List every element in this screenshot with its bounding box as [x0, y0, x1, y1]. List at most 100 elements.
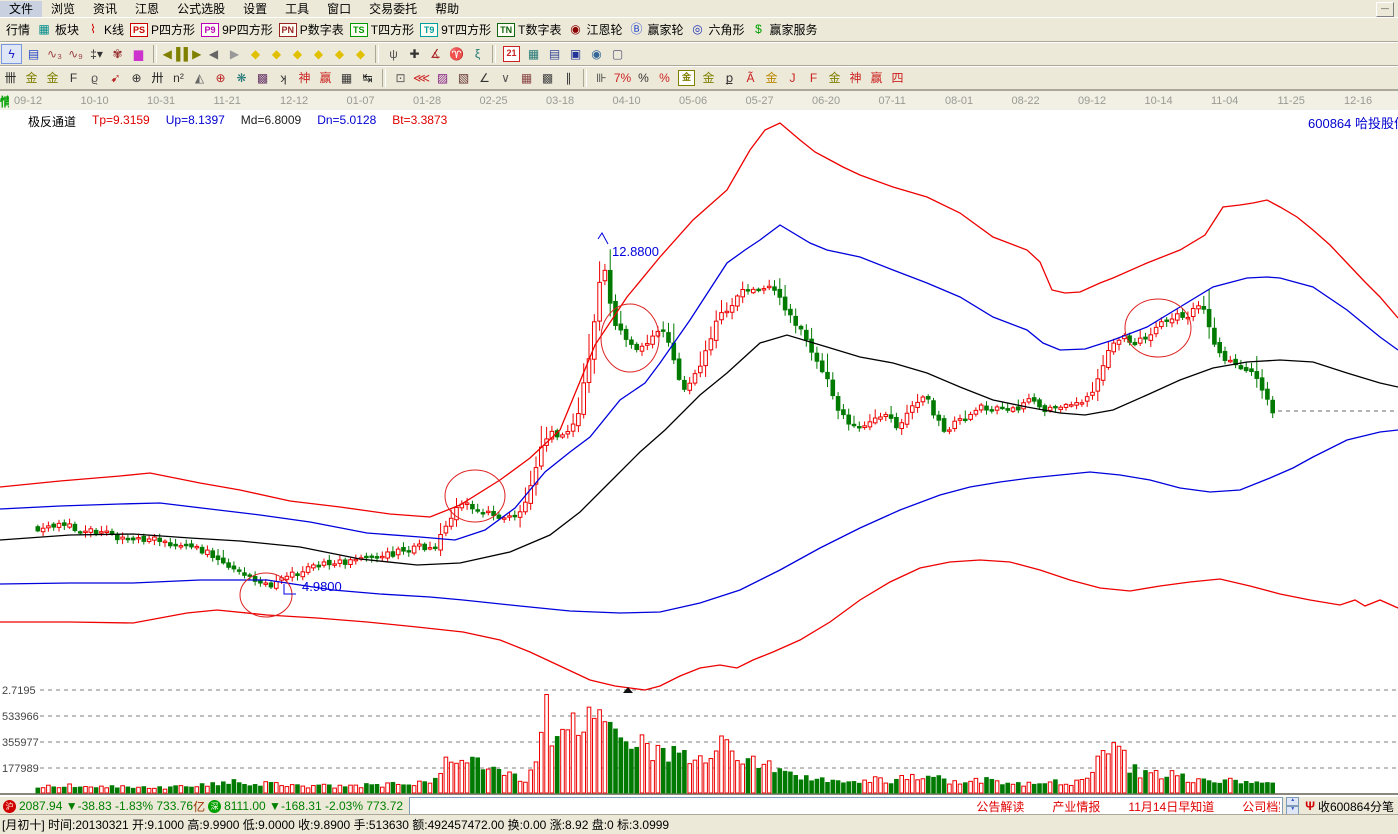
tick-ruler-icon[interactable]: 卅	[151, 71, 164, 85]
seven-pct-icon[interactable]: 7%	[613, 71, 632, 85]
diamond-split-icon[interactable]: ◆	[292, 47, 303, 61]
n-squared-icon[interactable]: n²	[173, 71, 184, 85]
menu-item-9[interactable]: 帮助	[435, 1, 460, 16]
kline-button[interactable]: ⌇ K线	[85, 21, 124, 38]
diamond-compress-icon[interactable]: ◆	[313, 47, 324, 61]
menu-item-1[interactable]: 浏览	[51, 1, 76, 16]
capture-icon[interactable]: ◉	[591, 47, 602, 61]
gold-line3-icon[interactable]: 金	[828, 71, 841, 85]
rocket-icon[interactable]: ➹	[110, 71, 121, 85]
wave-9-icon[interactable]: ∿₉	[68, 47, 83, 61]
shen-line-icon[interactable]: 神	[849, 71, 862, 85]
print-icon[interactable]: ▢	[611, 47, 624, 61]
gold-grid-icon[interactable]: 金	[25, 71, 38, 85]
news-ticker-box[interactable]: 公告解读 产业情报 11月14日早知道 公司档案	[409, 797, 1284, 815]
news-link-clipped[interactable]: 公司档案	[1242, 799, 1280, 814]
wave-3-icon[interactable]: ∿₃	[47, 47, 62, 61]
win-grid-icon[interactable]: 赢	[319, 71, 332, 85]
first-page-icon[interactable]: ◀▐	[162, 47, 181, 61]
spiral-icon[interactable]: ϱ	[91, 71, 98, 85]
shen-grid-icon[interactable]: 神	[298, 71, 311, 85]
k-mark-icon[interactable]: ʞ	[280, 71, 287, 85]
p-square-button[interactable]: PS P四方形	[130, 21, 195, 38]
zigzag-icon[interactable]: ∨	[501, 71, 510, 85]
quotes-button[interactable]: 行情	[3, 21, 30, 38]
calculator-icon[interactable]: ▦	[527, 47, 540, 61]
chart-area[interactable]: 2.7195 533966 355977 177989 12.8800 4.9800 极反…	[0, 110, 1398, 796]
grid-ruler-icon[interactable]: 卌	[4, 71, 17, 85]
gold-line2-icon[interactable]: 金	[765, 71, 778, 85]
gold-circle-icon[interactable]: 金	[678, 70, 695, 86]
menu-item-8[interactable]: 交易委托	[369, 1, 418, 16]
diamond-right-icon[interactable]: ◆	[271, 47, 282, 61]
menu-item-5[interactable]: 设置	[243, 1, 268, 16]
spinner-up-icon[interactable]: ▲	[1286, 797, 1300, 806]
starburst-icon[interactable]: ❋	[236, 71, 247, 85]
main-chart-canvas[interactable]: 2.7195 533966 355977 177989 12.8800 4.9800	[0, 110, 1398, 796]
kline-period-icon[interactable]: ‡▾	[90, 47, 103, 61]
crosshair-icon[interactable]: ✚	[409, 47, 420, 61]
notes-icon[interactable]: ▤	[548, 47, 561, 61]
menu-item-7[interactable]: 窗口	[327, 1, 352, 16]
winner-service-button[interactable]: $ 赢家服务	[751, 21, 817, 38]
a-wave-icon[interactable]: Ã	[746, 71, 755, 85]
diamond-full-icon[interactable]: ◆	[355, 47, 366, 61]
diamond-expand-icon[interactable]: ◆	[334, 47, 345, 61]
pattern-icon[interactable]: ✾	[112, 47, 123, 61]
f-grid-icon[interactable]: F	[69, 71, 78, 85]
save-icon[interactable]: ▣	[569, 47, 582, 61]
t-square-button[interactable]: TS T四方形	[349, 21, 414, 38]
t-number-table-button[interactable]: TN T数字表	[497, 21, 561, 38]
box-tool-icon[interactable]: ⊡	[395, 71, 406, 85]
diamond-left-icon[interactable]: ◆	[250, 47, 261, 61]
p-number-table-button[interactable]: PN P数字表	[278, 21, 344, 38]
fan-box-icon[interactable]: ▨	[436, 71, 449, 85]
next-page-icon[interactable]: ▶	[229, 47, 240, 61]
fan-lines-icon[interactable]: ⋘	[412, 71, 431, 85]
nine-t-square-button[interactable]: T9 9T四方形	[420, 21, 491, 38]
parallel-lines-icon[interactable]: ∥	[565, 71, 572, 85]
grid-123-icon[interactable]: ▦	[340, 71, 353, 85]
news-link-2[interactable]: 11月14日早知道	[1128, 799, 1215, 814]
win-line-icon[interactable]: 赢	[870, 71, 883, 85]
window-minimize-button[interactable]: —	[1376, 2, 1394, 17]
gann-wheel-button[interactable]: ◉ 江恩轮	[567, 21, 622, 38]
prev-page-icon[interactable]: ◀	[208, 47, 219, 61]
menu-item-3[interactable]: 江恩	[135, 1, 160, 16]
mirror-angle-icon[interactable]: ◭	[194, 71, 205, 85]
j-line-icon[interactable]: J	[789, 71, 796, 85]
grid-star-icon[interactable]: ▩	[256, 71, 269, 85]
blocks-button[interactable]: ▦ 板块	[36, 21, 79, 38]
menu-item-6[interactable]: 工具	[285, 1, 310, 16]
circle-ruler-icon[interactable]: ⊕	[131, 71, 142, 85]
trend-lines-icon[interactable]: ∠	[479, 71, 490, 85]
brush-icon[interactable]: ք	[725, 71, 734, 85]
angle-measure-icon[interactable]: ∡	[430, 47, 441, 61]
gold-lines-icon[interactable]: 金	[702, 71, 715, 85]
four-line-icon[interactable]: 四	[891, 71, 904, 85]
menu-item-2[interactable]: 资讯	[93, 1, 118, 16]
hand-icon[interactable]: ψ	[389, 47, 398, 61]
histogram-icon[interactable]: ▆	[133, 47, 144, 61]
ticker-spinner[interactable]: ▲ ▼	[1286, 797, 1300, 815]
brain-icon[interactable]: ξ	[474, 47, 481, 61]
magic-tool-icon[interactable]: ♈	[449, 47, 464, 61]
scale-tool-icon[interactable]: ⊪	[596, 71, 607, 85]
f-line-icon[interactable]: F	[809, 71, 818, 85]
last-page-icon[interactable]: ▌▶	[183, 47, 202, 61]
ratio-grid2-icon[interactable]: ▩	[541, 71, 554, 85]
winner-wheel-button[interactable]: Ⓑ 赢家轮	[628, 21, 683, 38]
menu-item-0[interactable]: 文件	[0, 0, 43, 17]
scribble-icon[interactable]: ϟ	[1, 44, 22, 64]
ratio-grid-icon[interactable]: ▦	[520, 71, 533, 85]
report-icon[interactable]: ▤	[27, 47, 40, 61]
gold-grid2-icon[interactable]: 金	[46, 71, 59, 85]
pct-lines-icon[interactable]: %	[659, 71, 670, 85]
fan-box2-icon[interactable]: ▧	[457, 71, 470, 85]
nine-p-square-button[interactable]: P9 9P四方形	[201, 21, 273, 38]
target-icon[interactable]: ⊕	[215, 71, 226, 85]
news-link-0[interactable]: 公告解读	[976, 799, 1025, 814]
pct-icon[interactable]: %	[638, 71, 649, 85]
span-arrows-icon[interactable]: ↹	[362, 71, 373, 85]
news-link-1[interactable]: 产业情报	[1052, 799, 1101, 814]
